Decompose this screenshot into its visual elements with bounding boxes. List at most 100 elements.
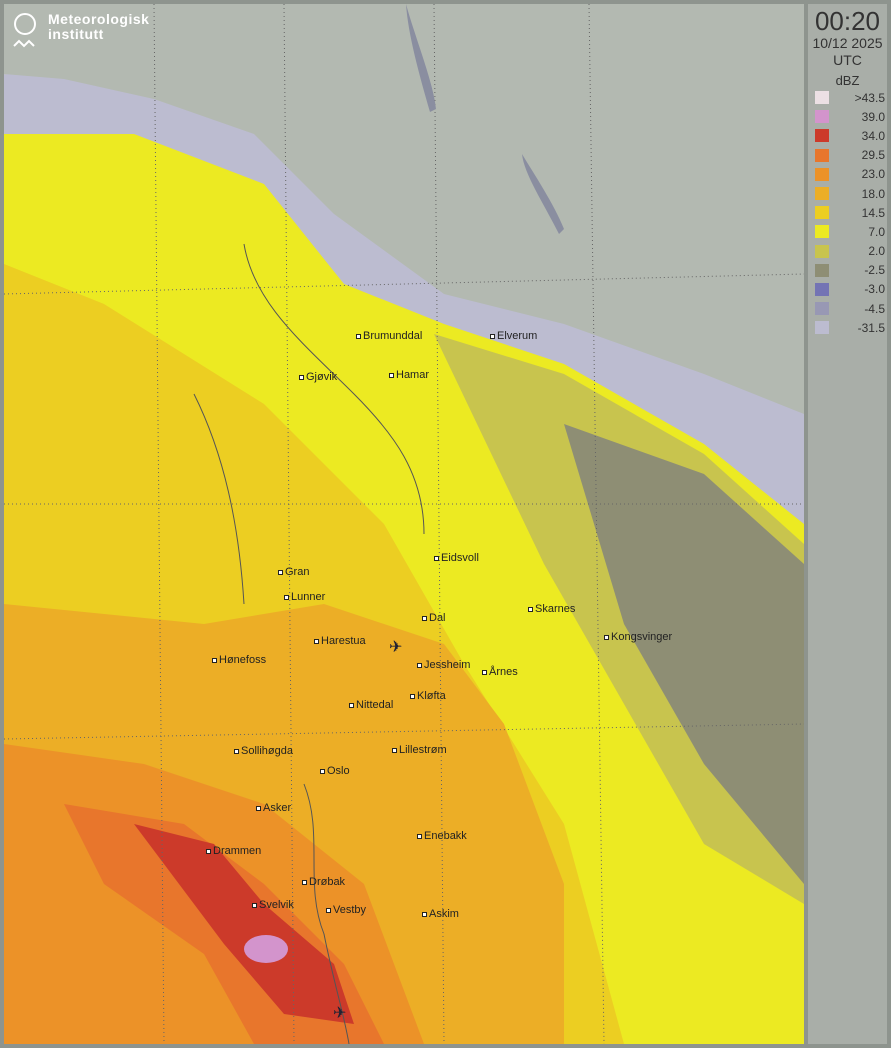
city-label: Askim bbox=[422, 908, 459, 920]
city-marker-icon bbox=[392, 747, 397, 753]
city-label: Gran bbox=[278, 566, 309, 578]
legend-swatch bbox=[815, 321, 829, 335]
legend-item: >43.5 bbox=[808, 88, 887, 107]
lake-mjosa bbox=[243, 243, 425, 535]
city-name: Kongsvinger bbox=[611, 631, 673, 643]
city-name: Enebakk bbox=[424, 830, 467, 842]
airport-icon: ✈ bbox=[333, 1005, 347, 1022]
city-name: Drøbak bbox=[309, 876, 346, 888]
legend-value: 23.0 bbox=[861, 167, 885, 182]
city-name: Elverum bbox=[497, 330, 538, 342]
legend-swatch bbox=[815, 129, 829, 143]
legend-value: 14.5 bbox=[861, 205, 885, 220]
legend-swatch bbox=[815, 110, 829, 124]
city-label: Lunner bbox=[284, 591, 325, 603]
legend-swatch bbox=[815, 244, 829, 258]
legend-swatch bbox=[815, 225, 829, 239]
city-label: Vestby bbox=[326, 904, 366, 916]
legend-value: -2.5 bbox=[864, 263, 885, 278]
city-label: Drøbak bbox=[302, 876, 345, 888]
city-marker-icon bbox=[417, 833, 422, 839]
city-name: Harestua bbox=[321, 635, 366, 647]
city-label: Asker bbox=[256, 802, 291, 814]
city-name: Eidsvoll bbox=[441, 552, 479, 564]
radar-map[interactable] bbox=[4, 4, 804, 1044]
city-marker-icon bbox=[482, 669, 487, 675]
city-name: Nittedal bbox=[356, 699, 394, 711]
city-name: Dal bbox=[429, 612, 446, 624]
extreme-echo bbox=[244, 935, 288, 963]
legend-swatch bbox=[815, 167, 829, 181]
city-marker-icon bbox=[417, 662, 422, 668]
brand-line1: Meteorologisk bbox=[48, 11, 150, 27]
city-label: Enebakk bbox=[417, 830, 467, 842]
city-name: Askim bbox=[429, 908, 459, 920]
city-label: Elverum bbox=[490, 330, 537, 342]
city-marker-icon bbox=[434, 555, 439, 561]
legend-item: 29.5 bbox=[808, 146, 887, 165]
city-marker-icon bbox=[299, 374, 304, 380]
unit-label: dBZ bbox=[835, 73, 860, 88]
legend-value: 29.5 bbox=[861, 148, 885, 163]
city-label: Sollihøgda bbox=[234, 745, 293, 757]
city-label: Lillestrøm bbox=[392, 744, 447, 756]
city-marker-icon bbox=[206, 848, 211, 854]
city-label: Nittedal bbox=[349, 699, 393, 711]
city-name: Gran bbox=[285, 566, 310, 578]
legend-value: 18.0 bbox=[861, 186, 885, 201]
legend-value: 34.0 bbox=[861, 128, 885, 143]
legend-item: 39.0 bbox=[808, 107, 887, 126]
lake-northeast bbox=[522, 154, 564, 234]
city-name: Lillestrøm bbox=[399, 744, 447, 756]
city-marker-icon bbox=[356, 333, 361, 339]
drizzle-zone bbox=[564, 424, 804, 884]
legend-item: 2.0 bbox=[808, 242, 887, 261]
legend-swatch bbox=[815, 148, 829, 162]
city-name: Skarnes bbox=[535, 603, 576, 615]
city-marker-icon bbox=[604, 634, 609, 640]
legend-value: 2.0 bbox=[868, 244, 885, 259]
legend-item: 34.0 bbox=[808, 126, 887, 145]
city-label: Drammen bbox=[206, 845, 261, 857]
legend-swatch bbox=[815, 91, 829, 105]
city-label: Kongsvinger bbox=[604, 631, 672, 643]
very-intense-rain-zone bbox=[134, 824, 354, 1024]
city-label: Gjøvik bbox=[299, 371, 337, 383]
city-name: Årnes bbox=[489, 666, 518, 678]
legend-value: >43.5 bbox=[854, 90, 885, 105]
legend-item: 14.5 bbox=[808, 203, 887, 222]
legend-panel: 00:20 10/12 2025 UTC dBZ >43.5 39.0 34.0 29… bbox=[808, 4, 887, 1044]
city-name: Jessheim bbox=[424, 659, 471, 671]
legend-swatch bbox=[815, 206, 829, 220]
met-logo-icon bbox=[13, 13, 36, 48]
city-label: Årnes bbox=[482, 666, 518, 678]
city-marker-icon bbox=[320, 768, 325, 774]
brand-line2: institutt bbox=[48, 26, 104, 42]
city-marker-icon bbox=[422, 615, 427, 621]
city-label: Jessheim bbox=[417, 659, 470, 671]
city-label: Eidsvoll bbox=[434, 552, 479, 564]
legend-value: 39.0 bbox=[861, 109, 885, 124]
city-name: Drammen bbox=[213, 845, 262, 857]
legend-swatch bbox=[815, 187, 829, 201]
city-marker-icon bbox=[410, 693, 415, 699]
legend-value: -31.5 bbox=[857, 320, 885, 335]
city-label: Hønefoss bbox=[212, 654, 266, 666]
city-name: Hønefoss bbox=[219, 654, 267, 666]
city-marker-icon bbox=[314, 638, 319, 644]
legend-swatch bbox=[815, 263, 829, 277]
city-marker-icon bbox=[234, 748, 239, 754]
city-name: Sollihøgda bbox=[241, 745, 293, 757]
city-marker-icon bbox=[528, 606, 533, 612]
legend-swatch bbox=[815, 282, 829, 296]
legend-item: -4.5 bbox=[808, 299, 887, 318]
city-name: Oslo bbox=[327, 765, 350, 777]
weak-echo-band bbox=[4, 74, 804, 524]
city-marker-icon bbox=[256, 805, 261, 811]
legend-item: -3.0 bbox=[808, 280, 887, 299]
legend-swatch bbox=[815, 302, 829, 316]
city-marker-icon bbox=[252, 902, 257, 908]
city-label: Kløfta bbox=[410, 690, 446, 702]
legend-item: 7.0 bbox=[808, 222, 887, 241]
legend-value: -4.5 bbox=[864, 301, 885, 316]
